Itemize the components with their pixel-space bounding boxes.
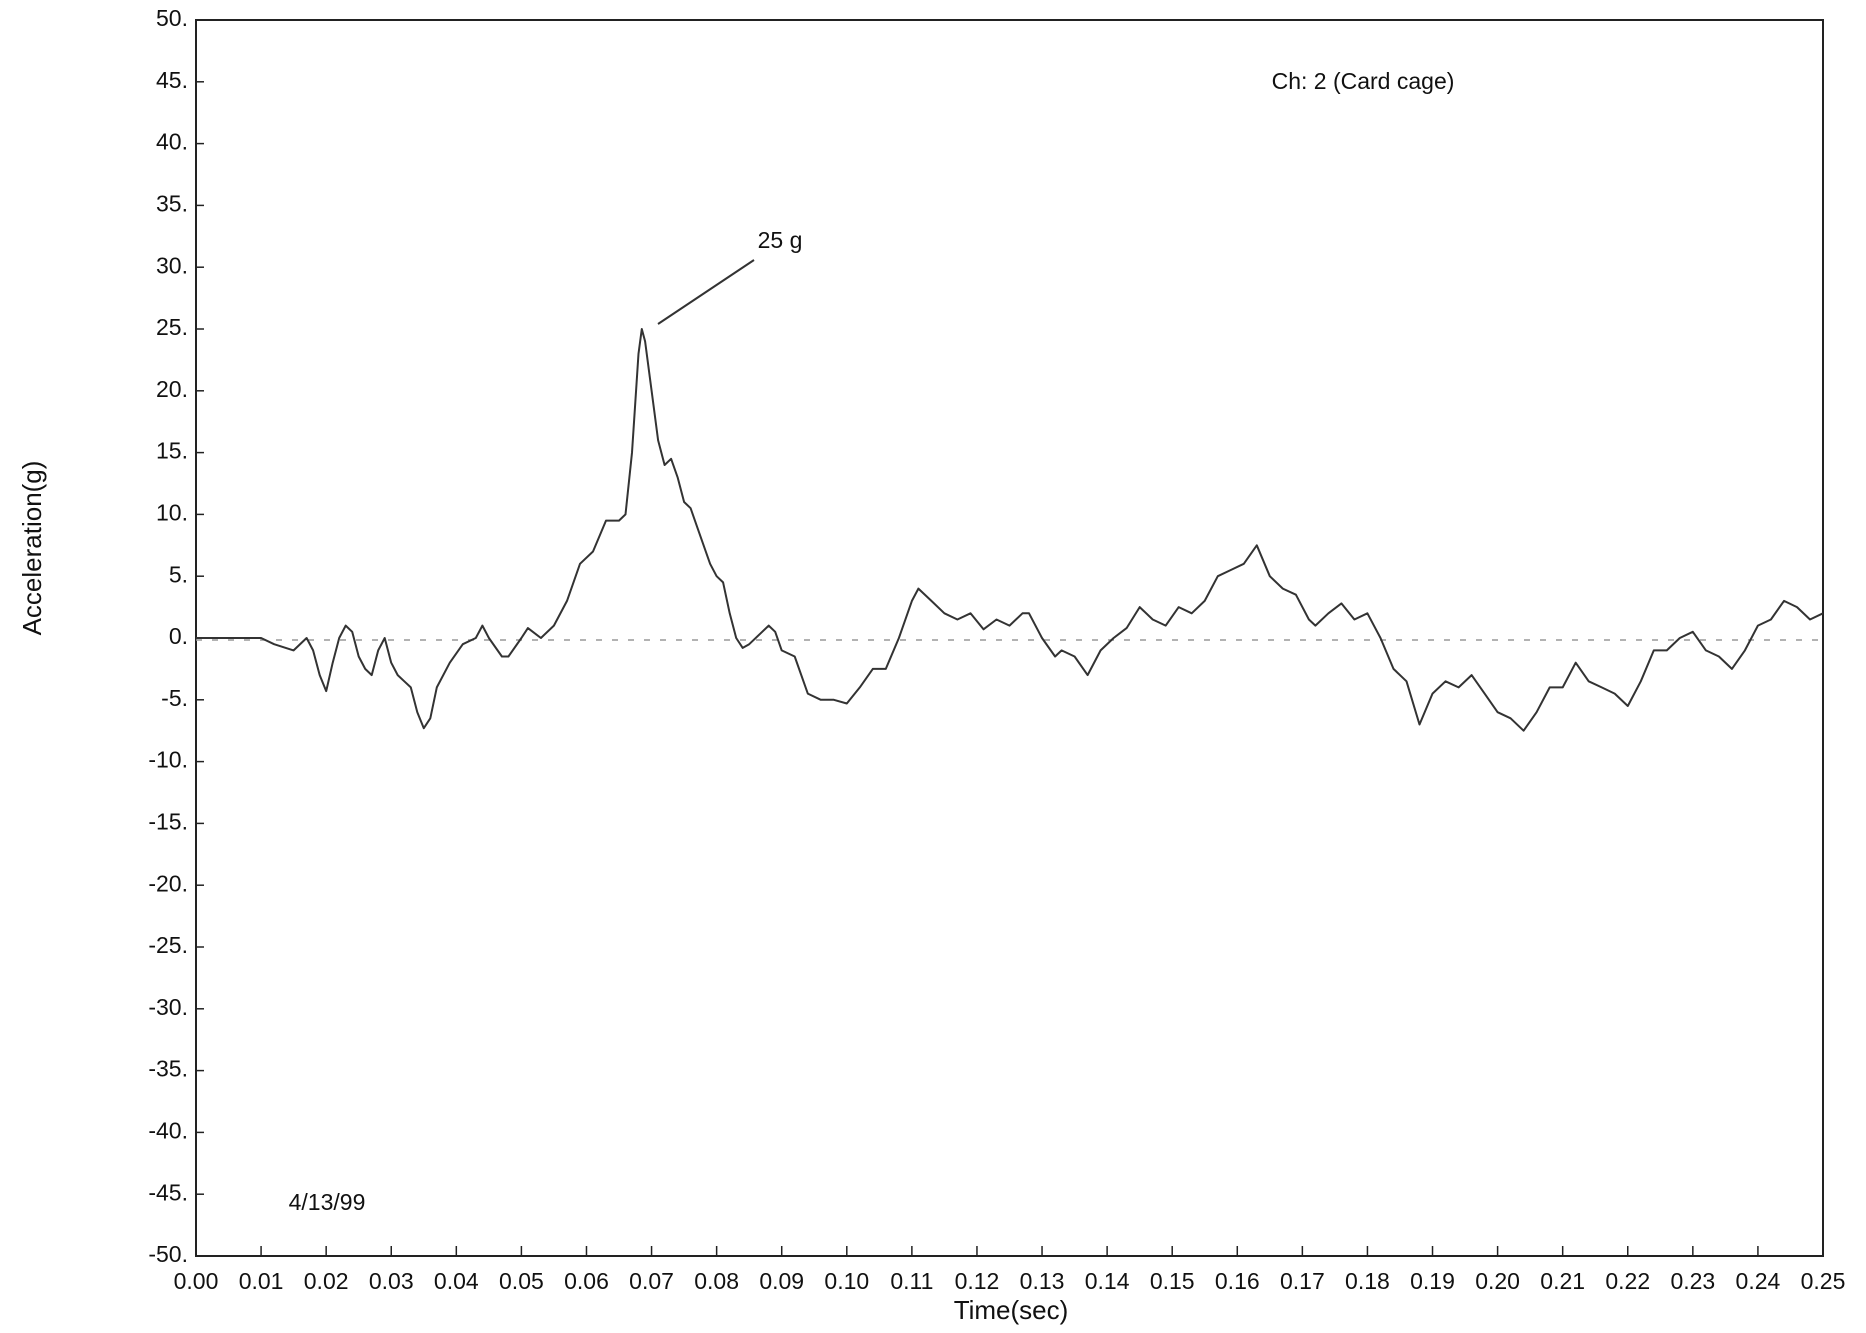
x-tick-label: 0.03 [369,1268,414,1294]
y-tick-label: -5. [161,685,188,711]
x-tick-label: 0.22 [1605,1268,1650,1294]
y-tick-label: 10. [156,499,188,525]
y-tick-label: -50. [148,1241,188,1267]
y-tick-label: -20. [148,870,188,896]
x-tick-label: 0.08 [694,1268,739,1294]
x-tick-label: 0.16 [1215,1268,1260,1294]
x-tick-label: 0.21 [1540,1268,1585,1294]
y-tick-label: 20. [156,376,188,402]
peak-label: 25 g [758,227,803,253]
channel-label: Ch: 2 (Card cage) [1272,68,1455,94]
data-line [196,328,1824,732]
y-tick-label: 35. [156,190,188,216]
x-tick-label: 0.13 [1020,1268,1065,1294]
y-tick-label: 45. [156,67,188,93]
x-tick-label: 0.20 [1475,1268,1520,1294]
x-tick-label: 0.17 [1280,1268,1325,1294]
x-axis-label: Time(sec) [954,1295,1069,1325]
x-tick-label: 0.06 [564,1268,609,1294]
y-tick-label: 25. [156,314,188,340]
x-tick-label: 0.19 [1410,1268,1455,1294]
y-tick-label: 5. [169,561,188,587]
x-tick-label: 0.02 [304,1268,349,1294]
y-tick-label: -45. [148,1179,188,1205]
leader-line [657,259,755,325]
x-tick-label: 0.09 [759,1268,804,1294]
y-tick-label: 30. [156,252,188,278]
x-tick-label: 0.00 [174,1268,219,1294]
y-tick-label: -30. [148,994,188,1020]
x-tick-label: 0.10 [824,1268,869,1294]
x-tick-label: 0.24 [1736,1268,1781,1294]
y-tick-label: -25. [148,932,188,958]
x-tick-label: 0.15 [1150,1268,1195,1294]
x-tick-label: 0.25 [1801,1268,1846,1294]
x-tick-label: 0.01 [239,1268,284,1294]
x-tick-label: 0.11 [890,1268,933,1294]
y-tick-label: 40. [156,129,188,155]
x-tick-label: 0.12 [955,1268,1000,1294]
y-tick-label: -10. [148,747,188,773]
y-tick-label: 15. [156,438,188,464]
plot-frame [195,19,1824,1257]
date-label: 4/13/99 [289,1189,366,1215]
y-tick-label: -15. [148,808,188,834]
y-tick-label: -40. [148,1117,188,1143]
x-tick-label: 0.18 [1345,1268,1390,1294]
y-tick-label: 0. [169,623,188,649]
x-tick-label: 0.07 [629,1268,674,1294]
x-tick-label: 0.05 [499,1268,544,1294]
x-tick-label: 0.04 [434,1268,479,1294]
x-tick-label: 0.14 [1085,1268,1130,1294]
y-axis-label: Acceleration(g) [17,461,47,636]
y-tick-label: 50. [156,5,188,31]
y-tick-label: -35. [148,1056,188,1082]
x-tick-label: 0.23 [1670,1268,1715,1294]
